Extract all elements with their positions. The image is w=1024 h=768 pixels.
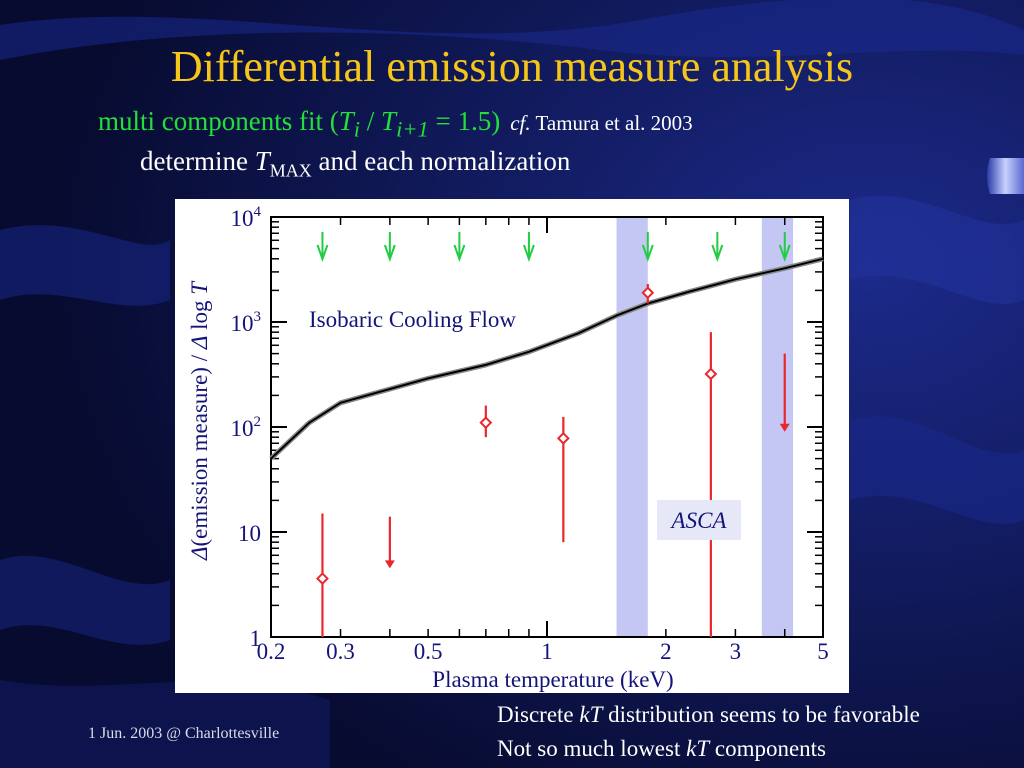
y-tick-label: 103 (231, 309, 262, 336)
note-2-prefix: Not so much lowest (497, 736, 681, 761)
chart-panel: 1 10 102 103 104 0.2 0.3 0.5 1 2 3 5 Plasma tempera… (175, 199, 849, 693)
citation: cf. Tamura et al. 2003 (510, 111, 692, 135)
subtitle-fit-line: multi components fit (Ti / Ti+1 = 1.5) cf… (98, 106, 693, 142)
note-discrete: Discrete kT distribution seems to be fav… (497, 702, 920, 727)
side-tab-decoration (987, 158, 1024, 194)
determine-prefix: determine (140, 146, 248, 176)
x-tick-label: 0.5 (414, 639, 443, 664)
x-tick-label: 2 (660, 639, 672, 664)
subtitle-prefix: multi components fit ( (98, 106, 339, 136)
x-tick-label: 0.2 (257, 639, 286, 664)
cooling-flow-curve-shadow (269, 256, 824, 461)
upper-limit-arrow-head (779, 423, 790, 432)
x-tick-label: 0.3 (326, 639, 355, 664)
citation-text: Tamura et al. 2003 (535, 111, 693, 135)
asca-label-box (657, 500, 741, 540)
note-1-suffix: distribution seems to be favorable (608, 702, 920, 727)
green-marker-head (711, 244, 724, 262)
cooling-flow-curve (270, 257, 824, 460)
cf-label: cf. (510, 111, 531, 135)
green-marker-head (641, 244, 654, 262)
dem-chart: 1 10 102 103 104 0.2 0.3 0.5 1 2 3 5 Plasma tempera… (187, 204, 829, 692)
data-point (641, 286, 655, 300)
y-tick-label: 10 (238, 521, 261, 546)
green-marker-head (522, 244, 535, 262)
x-tick-label: 5 (817, 639, 829, 664)
data-point (556, 431, 570, 445)
green-marker-head (453, 244, 466, 262)
y-axis-label-log: log (187, 300, 212, 330)
slide-title: Differential emission measure analysis (170, 42, 854, 91)
determine-suffix: and each normalization (318, 146, 571, 176)
asca-label: ASCA (670, 508, 728, 533)
subtitle-determine-line: determine TMAX and each normalization (140, 146, 571, 181)
highlight-band (616, 217, 648, 637)
x-tick-label: 1 (541, 639, 553, 664)
x-axis-label: Plasma temperature (keV) (432, 667, 673, 692)
note-lowest: Not so much lowest kT components (497, 736, 827, 761)
green-marker-head (383, 244, 396, 262)
upper-limit-arrow-head (384, 560, 395, 569)
note-1-prefix: Discrete (497, 702, 574, 727)
x-tick-label: 3 (730, 639, 742, 664)
green-marker-head (778, 244, 791, 262)
data-point (479, 416, 493, 430)
curve-label: Isobaric Cooling Flow (309, 307, 516, 332)
y-tick-label: 104 (231, 204, 262, 231)
data-point (704, 367, 718, 381)
note-2-suffix: components (714, 736, 827, 761)
green-marker-head (316, 244, 329, 262)
y-axis-label-text: (emission measure) / (187, 354, 212, 546)
highlight-band (761, 217, 794, 637)
data-point (316, 572, 329, 586)
footer-date: 1 Jun. 2003 @ Charlottesville (88, 725, 280, 742)
y-tick-label: 1 (250, 626, 262, 651)
y-tick-label: 102 (231, 414, 262, 441)
y-axis-label: Δ(emission measure) / Δ log T (187, 280, 212, 561)
ratio-value: = 1.5) (435, 106, 501, 136)
